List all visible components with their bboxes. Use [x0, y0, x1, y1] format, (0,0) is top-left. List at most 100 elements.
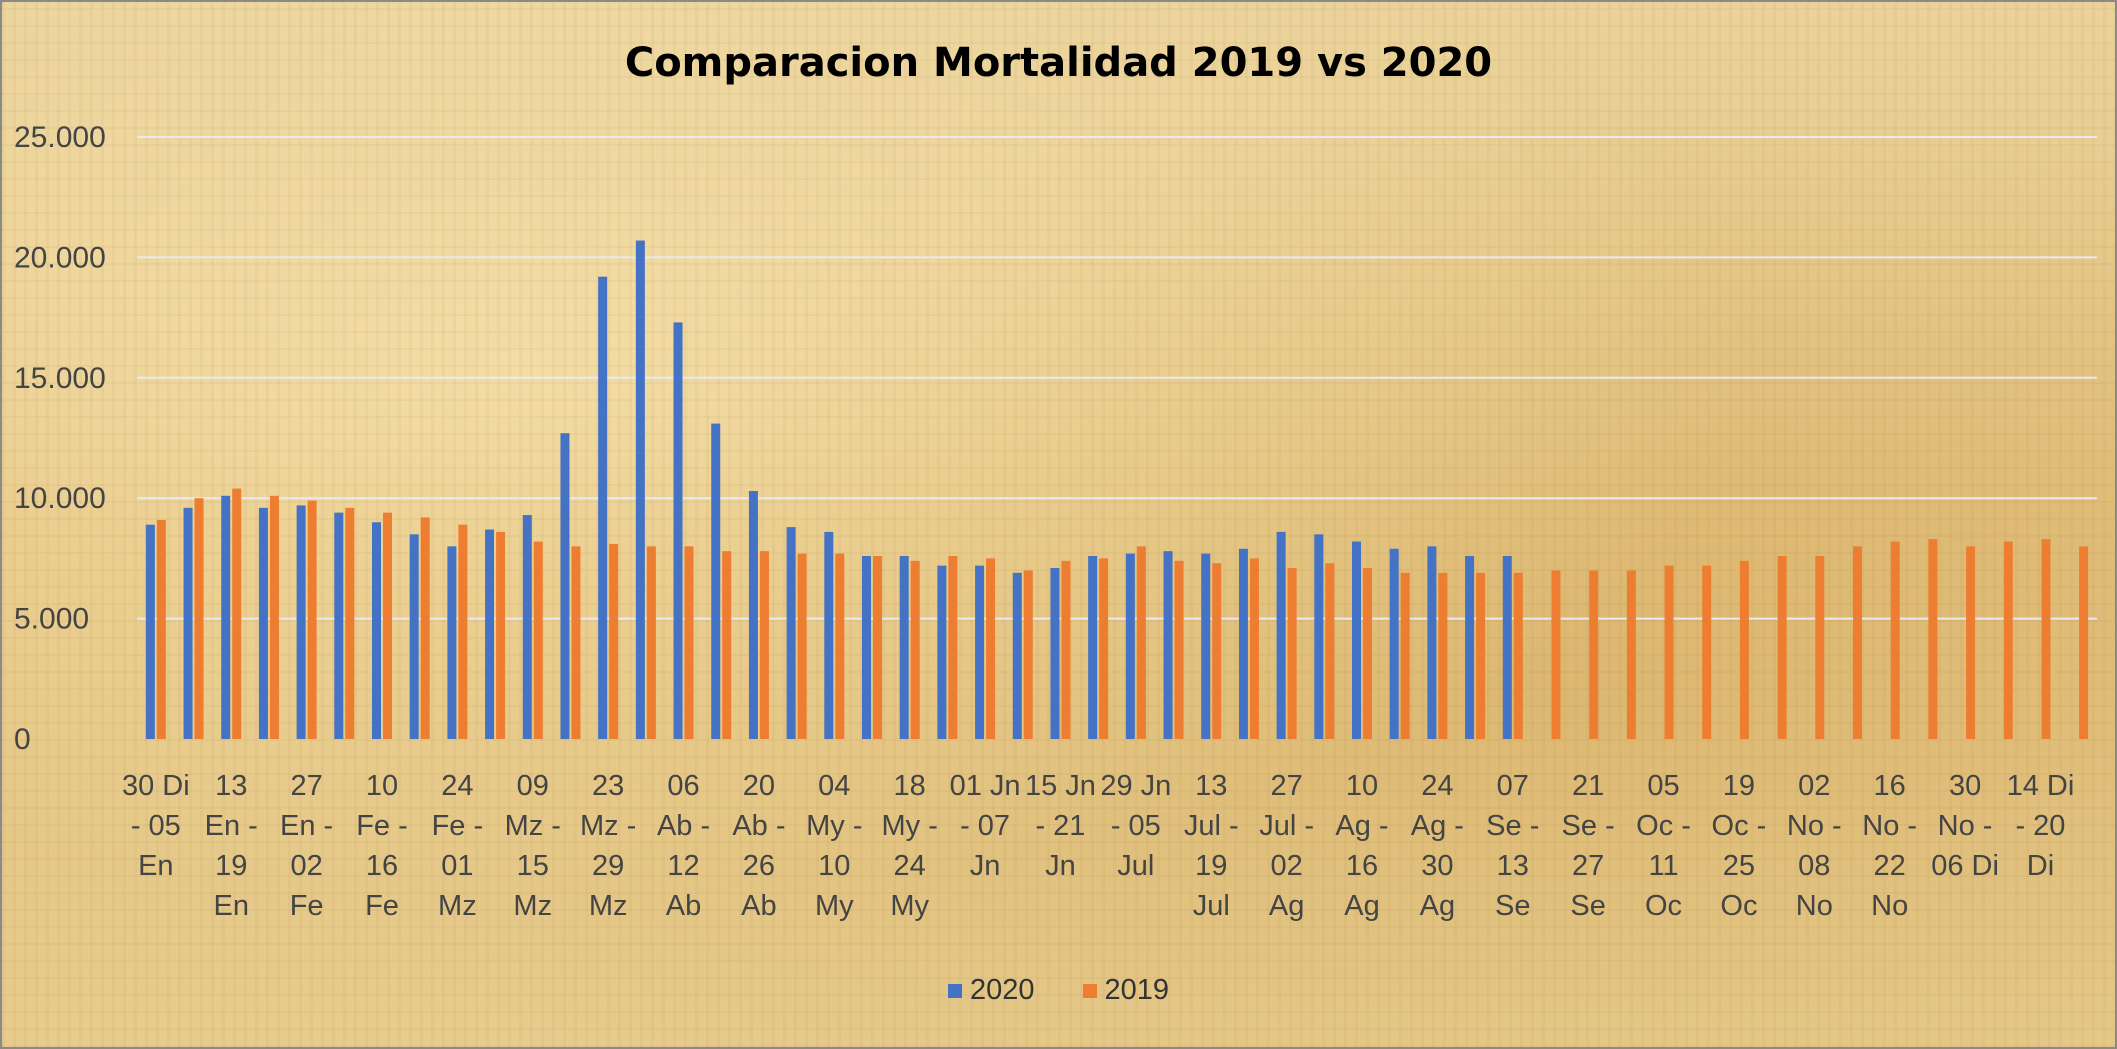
x-tick-label: 10 Fe -16 Fe [356, 770, 408, 922]
bar-2019-31 [1287, 568, 1297, 739]
bar-2020-1 [145, 524, 155, 739]
bar-2019-23 [986, 558, 996, 739]
x-tick-label: 04 My -10 My [806, 770, 862, 922]
bar-2019-24 [1023, 570, 1033, 739]
bar-2019-28 [1174, 560, 1184, 739]
bar-2019-33 [1363, 568, 1372, 739]
bar-2019-16 [722, 551, 732, 739]
bar-2020-36 [1465, 555, 1475, 739]
bar-2019-30 [1249, 558, 1259, 739]
bar-2020-25 [1050, 568, 1060, 739]
bar-2020-21 [899, 555, 909, 739]
bar-2020-16 [711, 423, 721, 739]
bar-2019-40 [1626, 570, 1636, 739]
x-tick-label: 23 Mz -29 Mz [580, 770, 636, 922]
bar-2020-8 [409, 534, 419, 739]
bar-2019-11 [533, 541, 543, 739]
x-tick-label: 29 Jn - 05 Jul [1100, 770, 1171, 882]
bar-2020-4 [258, 507, 268, 739]
bar-2019-48 [1928, 539, 1938, 739]
x-tick-label: 20 Ab -26 Ab [732, 770, 785, 922]
y-tick-label: 25.000 [14, 121, 106, 154]
legend-label-2020: 2020 [969, 974, 1035, 1006]
bar-2020-17 [748, 490, 758, 739]
bar-2019-49 [1966, 546, 1976, 739]
bar-2019-43 [1739, 560, 1749, 739]
bar-2019-22 [948, 555, 958, 739]
bar-2019-8 [420, 517, 430, 739]
bar-2020-26 [1088, 555, 1098, 739]
bar-2019-19 [835, 553, 845, 739]
bar-2019-6 [345, 507, 355, 739]
bar-2019-41 [1664, 565, 1674, 739]
y-tick-label: 5.000 [14, 603, 89, 636]
bar-2019-44 [1777, 555, 1787, 739]
bar-2019-50 [2003, 541, 2013, 739]
x-tick-label: 27 Jul -02 Ag [1259, 770, 1314, 922]
bar-2019-39 [1589, 570, 1599, 739]
bar-2020-37 [1502, 555, 1512, 739]
bar-2020-6 [334, 512, 344, 739]
bar-2020-30 [1238, 548, 1248, 739]
bar-2020-13 [598, 276, 608, 739]
x-tick-label: 13 Jul -19 Jul [1184, 770, 1239, 922]
bar-2019-9 [458, 524, 468, 739]
bar-2019-42 [1702, 565, 1712, 739]
bar-2020-9 [447, 546, 457, 739]
x-tick-label: 10 Ag -16 Ag [1335, 770, 1388, 922]
bar-2019-7 [383, 512, 392, 739]
x-tick-label: 30 No -06 Di [1931, 770, 1999, 882]
bar-2019-45 [1815, 555, 1825, 739]
bar-2020-32 [1314, 534, 1324, 739]
bar-2020-23 [975, 565, 985, 739]
bar-2019-18 [797, 553, 807, 739]
bar-2019-3 [232, 488, 242, 739]
y-tick-label: 20.000 [14, 241, 106, 274]
bar-2019-29 [1212, 563, 1222, 739]
bar-2020-22 [937, 565, 947, 739]
bar-2019-5 [307, 500, 317, 739]
bar-2020-34 [1389, 548, 1399, 739]
bar-2020-24 [1012, 572, 1022, 739]
bar-2020-29 [1201, 553, 1211, 739]
bar-2019-46 [1853, 546, 1862, 739]
y-tick-label: 10.000 [14, 482, 106, 515]
bar-2019-2 [194, 498, 204, 739]
y-tick-label: 15.000 [14, 362, 106, 395]
bar-2020-2 [183, 507, 193, 739]
bar-2020-33 [1352, 541, 1361, 739]
bar-2019-4 [269, 495, 279, 739]
bar-2020-20 [862, 555, 871, 739]
bar-2019-47 [1890, 541, 1900, 739]
bar-2019-38 [1551, 570, 1561, 739]
bar-2019-14 [646, 546, 656, 739]
x-tick-label: 21 Se -27 Se [1562, 770, 1615, 922]
bar-2020-31 [1276, 531, 1286, 739]
bar-2019-20 [873, 555, 882, 739]
bar-2019-13 [609, 543, 619, 739]
x-tick-label: 16 No -22 No [1862, 770, 1917, 922]
bar-2019-35 [1438, 572, 1448, 739]
x-tick-label: 06 Ab -12 Ab [657, 770, 710, 922]
bar-2019-1 [156, 519, 166, 739]
bar-2020-7 [372, 522, 381, 739]
x-tick-label: 30 Di - 05 En [122, 770, 190, 882]
x-tick-label: 07 Se -13 Se [1486, 770, 1539, 922]
x-tick-label: 24 Fe -01 Mz [432, 770, 484, 922]
x-tick-label: 05 Oc -11 Oc [1636, 770, 1691, 922]
bar-2019-51 [2041, 539, 2051, 739]
bar-2019-27 [1136, 546, 1146, 739]
x-tick-label: 14 Di - 20 Di [2007, 770, 2075, 882]
bar-2019-12 [571, 546, 581, 739]
bar-2020-10 [485, 529, 495, 739]
legend-entry-2019: 2019 [1082, 974, 1169, 1007]
legend: 2020 2019 [2, 974, 2115, 1007]
legend-swatch-2020 [947, 983, 962, 998]
x-tick-label: 19 Oc -25 Oc [1712, 770, 1767, 922]
bar-2020-14 [635, 240, 645, 739]
bar-2019-37 [1513, 572, 1523, 739]
bar-2019-10 [496, 531, 506, 739]
bar-2019-32 [1325, 563, 1335, 739]
